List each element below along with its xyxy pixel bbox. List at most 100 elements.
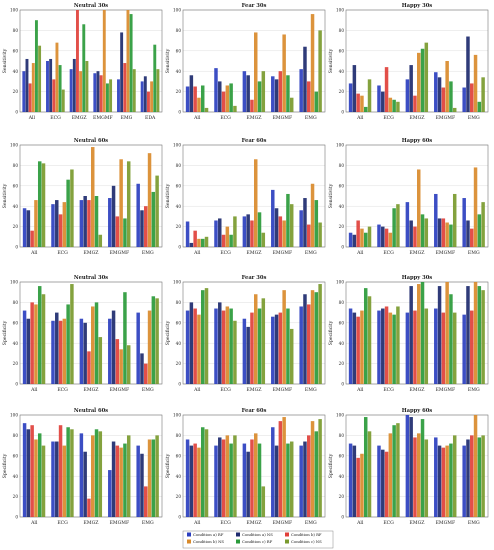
y-tick-label: 20 <box>176 361 182 366</box>
chart-title: Fear 30s <box>242 3 267 9</box>
x-tick-label: EMG <box>468 387 480 393</box>
bar <box>140 81 144 112</box>
bar <box>155 435 159 517</box>
x-tick-label: EMG <box>142 250 154 256</box>
y-tick-label: 40 <box>13 341 19 346</box>
y-tick-label: 0 <box>341 245 344 250</box>
bar <box>204 429 209 517</box>
bar <box>396 204 400 247</box>
bar <box>144 363 148 384</box>
y-tick-label: 0 <box>15 245 18 250</box>
bar <box>356 220 360 247</box>
y-axis-label: Specificity <box>328 320 334 345</box>
bar <box>303 198 307 247</box>
bar <box>274 314 279 384</box>
y-axis-label: Sensitivity <box>165 183 171 208</box>
bar <box>69 69 73 112</box>
x-tick-label: All <box>356 520 364 526</box>
bar <box>417 52 421 112</box>
bar <box>98 234 103 247</box>
y-tick-label: 40 <box>13 204 19 209</box>
bar <box>413 437 417 517</box>
bar <box>214 445 218 517</box>
x-tick-label: EMG <box>305 387 317 393</box>
bar <box>271 316 275 384</box>
bar <box>55 42 59 112</box>
bar <box>117 79 120 112</box>
y-tick-label: 20 <box>13 361 19 366</box>
bar <box>229 443 233 517</box>
bar <box>307 435 311 517</box>
bar <box>233 105 237 112</box>
bar <box>409 417 413 517</box>
bar <box>26 429 31 517</box>
bar <box>405 312 410 384</box>
bar <box>62 202 67 247</box>
bar <box>34 20 38 113</box>
bar <box>200 290 205 384</box>
bar <box>189 302 194 384</box>
bar <box>278 312 283 384</box>
legend-swatch <box>285 539 289 544</box>
chart-title: Fear 60s <box>242 138 267 144</box>
plot-frame <box>19 9 163 113</box>
bar <box>70 284 74 384</box>
bar <box>58 214 63 247</box>
bar <box>197 447 201 517</box>
bar <box>356 316 360 384</box>
bar <box>85 61 89 112</box>
bar <box>22 423 27 517</box>
x-tick-label: EMGZ <box>410 387 426 393</box>
bar <box>55 312 59 384</box>
bar <box>204 107 209 112</box>
x-tick-label: EMG <box>468 520 480 526</box>
bar <box>136 183 140 247</box>
y-tick-label: 100 <box>10 413 18 418</box>
bar <box>185 86 190 112</box>
y-tick-label: 80 <box>13 163 19 168</box>
y-tick-label: 60 <box>339 453 345 458</box>
bar <box>38 45 42 113</box>
bar <box>417 284 421 384</box>
y-tick-label: 0 <box>15 382 18 387</box>
bar <box>51 320 55 384</box>
x-tick-label: EMGMF <box>273 250 293 256</box>
y-tick-label: 0 <box>341 382 344 387</box>
bar <box>91 306 95 384</box>
bar <box>413 95 417 112</box>
bar <box>278 216 283 247</box>
bar <box>246 214 250 247</box>
bar <box>377 224 381 247</box>
bar <box>477 101 482 112</box>
chart-panel: Fear 30s Sensitivity 0 20 40 60 80 100 All ECG EMG… <box>165 3 326 121</box>
legend-swatch <box>187 532 191 537</box>
bar <box>417 169 421 247</box>
bar <box>286 193 290 247</box>
y-tick-label: 40 <box>13 69 19 74</box>
bar <box>109 79 113 112</box>
bar <box>307 81 311 112</box>
bar <box>151 439 156 517</box>
y-tick-label: 40 <box>176 341 182 346</box>
y-tick-label: 0 <box>341 110 344 115</box>
bar <box>384 67 389 112</box>
x-tick-label: ECG <box>383 115 394 121</box>
x-tick-label: EMGZ <box>410 520 426 526</box>
x-tick-label: ECG <box>383 520 394 526</box>
bar <box>193 443 197 517</box>
bar <box>105 83 109 112</box>
bar <box>242 443 247 517</box>
bar <box>140 453 144 517</box>
bar <box>441 312 446 384</box>
bar <box>417 433 421 517</box>
bar <box>424 439 429 517</box>
x-tick-label: ECG <box>383 250 394 256</box>
bar <box>123 292 127 384</box>
x-tick-label: EMGMF <box>273 387 293 393</box>
x-tick-label: EMGZ <box>410 115 426 121</box>
y-tick-label: 100 <box>10 280 18 285</box>
chart-panel: Happy 30s Sensitivity 0 20 40 60 80 100 All ECG EM… <box>328 3 489 121</box>
y-tick-label: 100 <box>336 143 344 148</box>
bar <box>282 220 286 247</box>
bar <box>274 445 279 517</box>
